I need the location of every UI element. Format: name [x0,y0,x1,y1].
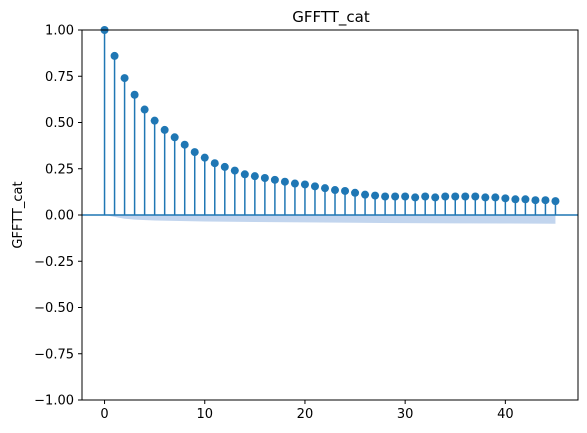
stem-marker [381,192,390,201]
stem-marker [351,188,360,197]
stem-marker [120,74,129,83]
confidence-band [104,215,556,224]
stem-marker [551,197,560,206]
plot-frame [81,29,579,401]
y-tick-label: 1.00 [45,24,74,39]
stem-marker [441,192,450,201]
x-tick-label: 40 [497,407,514,422]
stem-marker [160,125,169,134]
stem-marker [200,153,209,162]
stem-marker [230,166,239,175]
stem-marker [511,195,520,204]
stem-marker [501,194,510,203]
y-tick-label: −1.00 [34,394,74,409]
stems [100,26,560,215]
y-tick-label: −0.75 [34,347,74,362]
stem-marker [320,184,329,193]
stem-marker [471,192,480,201]
stem-marker [240,170,249,179]
stem-marker [361,190,370,199]
stem-marker [220,162,229,171]
chart-title: GFFTT_cat [292,8,370,27]
stem-marker [461,192,470,201]
stem-marker [521,195,530,204]
stem-marker [421,192,430,201]
stem-marker [280,177,289,186]
stem-marker [270,175,279,184]
stem-marker [310,182,319,191]
x-tick-label: 0 [100,407,108,422]
stem-marker [331,186,340,195]
y-tick-label: 0.25 [45,162,74,177]
y-tick-label: 0.50 [45,116,74,131]
y-tick-label: −0.50 [34,301,74,316]
stem-marker [210,159,219,168]
stem-marker [140,105,149,114]
stem-marker [290,179,299,188]
x-tick-label: 10 [196,407,213,422]
y-tick-label: −0.25 [34,255,74,270]
stem-marker [411,193,420,202]
x-tick-label: 20 [297,407,314,422]
confidence-band-area [104,215,556,224]
stem-marker [531,196,540,205]
stem-marker [541,196,550,205]
stem-marker [150,116,159,125]
stem-marker [300,180,309,189]
stem-marker [190,148,199,157]
stem-marker [260,174,269,182]
ticks: 0 10 20 30 40 −1.00 −0.75 −0.50 −0.25 0.00 0.25 0.5… [34,24,513,423]
y-tick-label: 0.00 [45,209,74,224]
stem-marker [110,51,119,60]
stem-marker [250,172,259,181]
stem-marker [391,192,400,201]
stem-marker [180,140,189,149]
stem-marker [431,193,440,202]
stem-marker [451,192,460,201]
stem-marker [170,133,179,142]
y-tick-label: 0.75 [45,70,74,85]
stem-marker [401,192,410,201]
stem-marker [130,90,139,99]
y-axis-label: GFFTT_cat [11,181,26,248]
stem-marker [341,186,350,195]
x-tick-label: 30 [397,407,414,422]
stem-marker [491,193,500,202]
stem-marker [371,191,380,200]
stem-marker [481,193,490,202]
